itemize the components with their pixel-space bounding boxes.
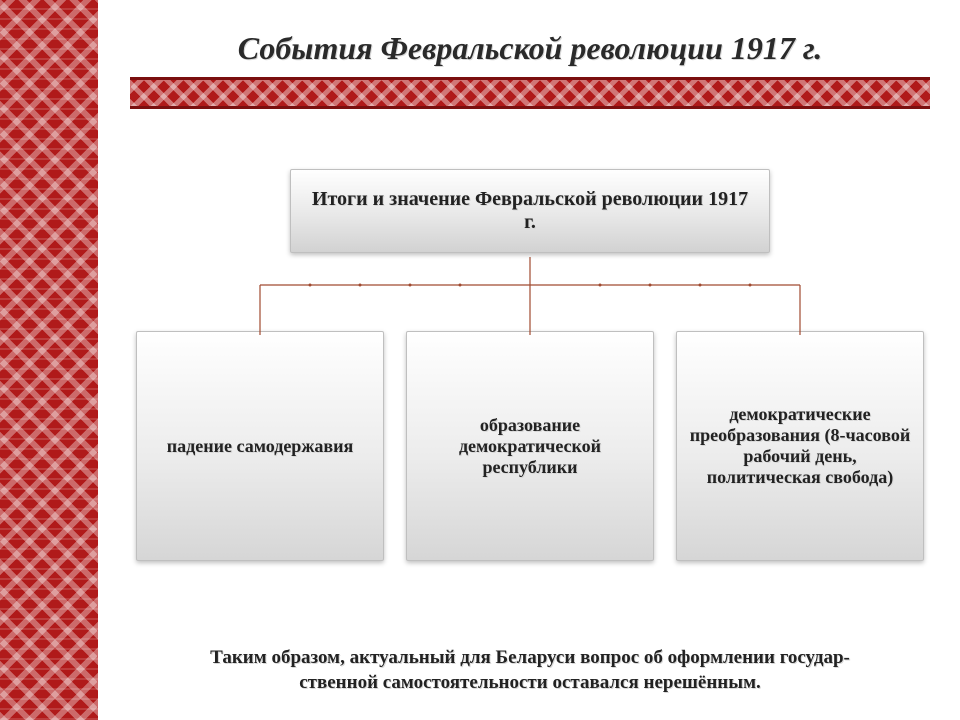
- tree-child: падение самодержавия: [136, 331, 384, 561]
- footer-line: Таким образом, актуальный для Беларуси в…: [210, 647, 850, 668]
- tree-child: образование демократической республики: [406, 331, 654, 561]
- ornament-band: [130, 77, 930, 109]
- ornament-sidebar: [0, 0, 110, 720]
- content-area: События Февральской революции 1917 г. Ит…: [110, 0, 960, 720]
- tree-root: Итоги и значение Февральской революции 1…: [290, 169, 770, 253]
- tree-children: падение самодержавия образование демокра…: [130, 331, 930, 561]
- tree-diagram: Итоги и значение Февральской революции 1…: [130, 169, 930, 561]
- tree-child: демократические преобразования (8-часово…: [676, 331, 924, 561]
- page-title: События Февральской революции 1917 г.: [130, 30, 930, 67]
- footer-line: ственной самостоятельности оставался нер…: [299, 672, 761, 693]
- footer-note: Таким образом, актуальный для Беларуси в…: [130, 645, 930, 696]
- tree-connectors: [130, 257, 930, 335]
